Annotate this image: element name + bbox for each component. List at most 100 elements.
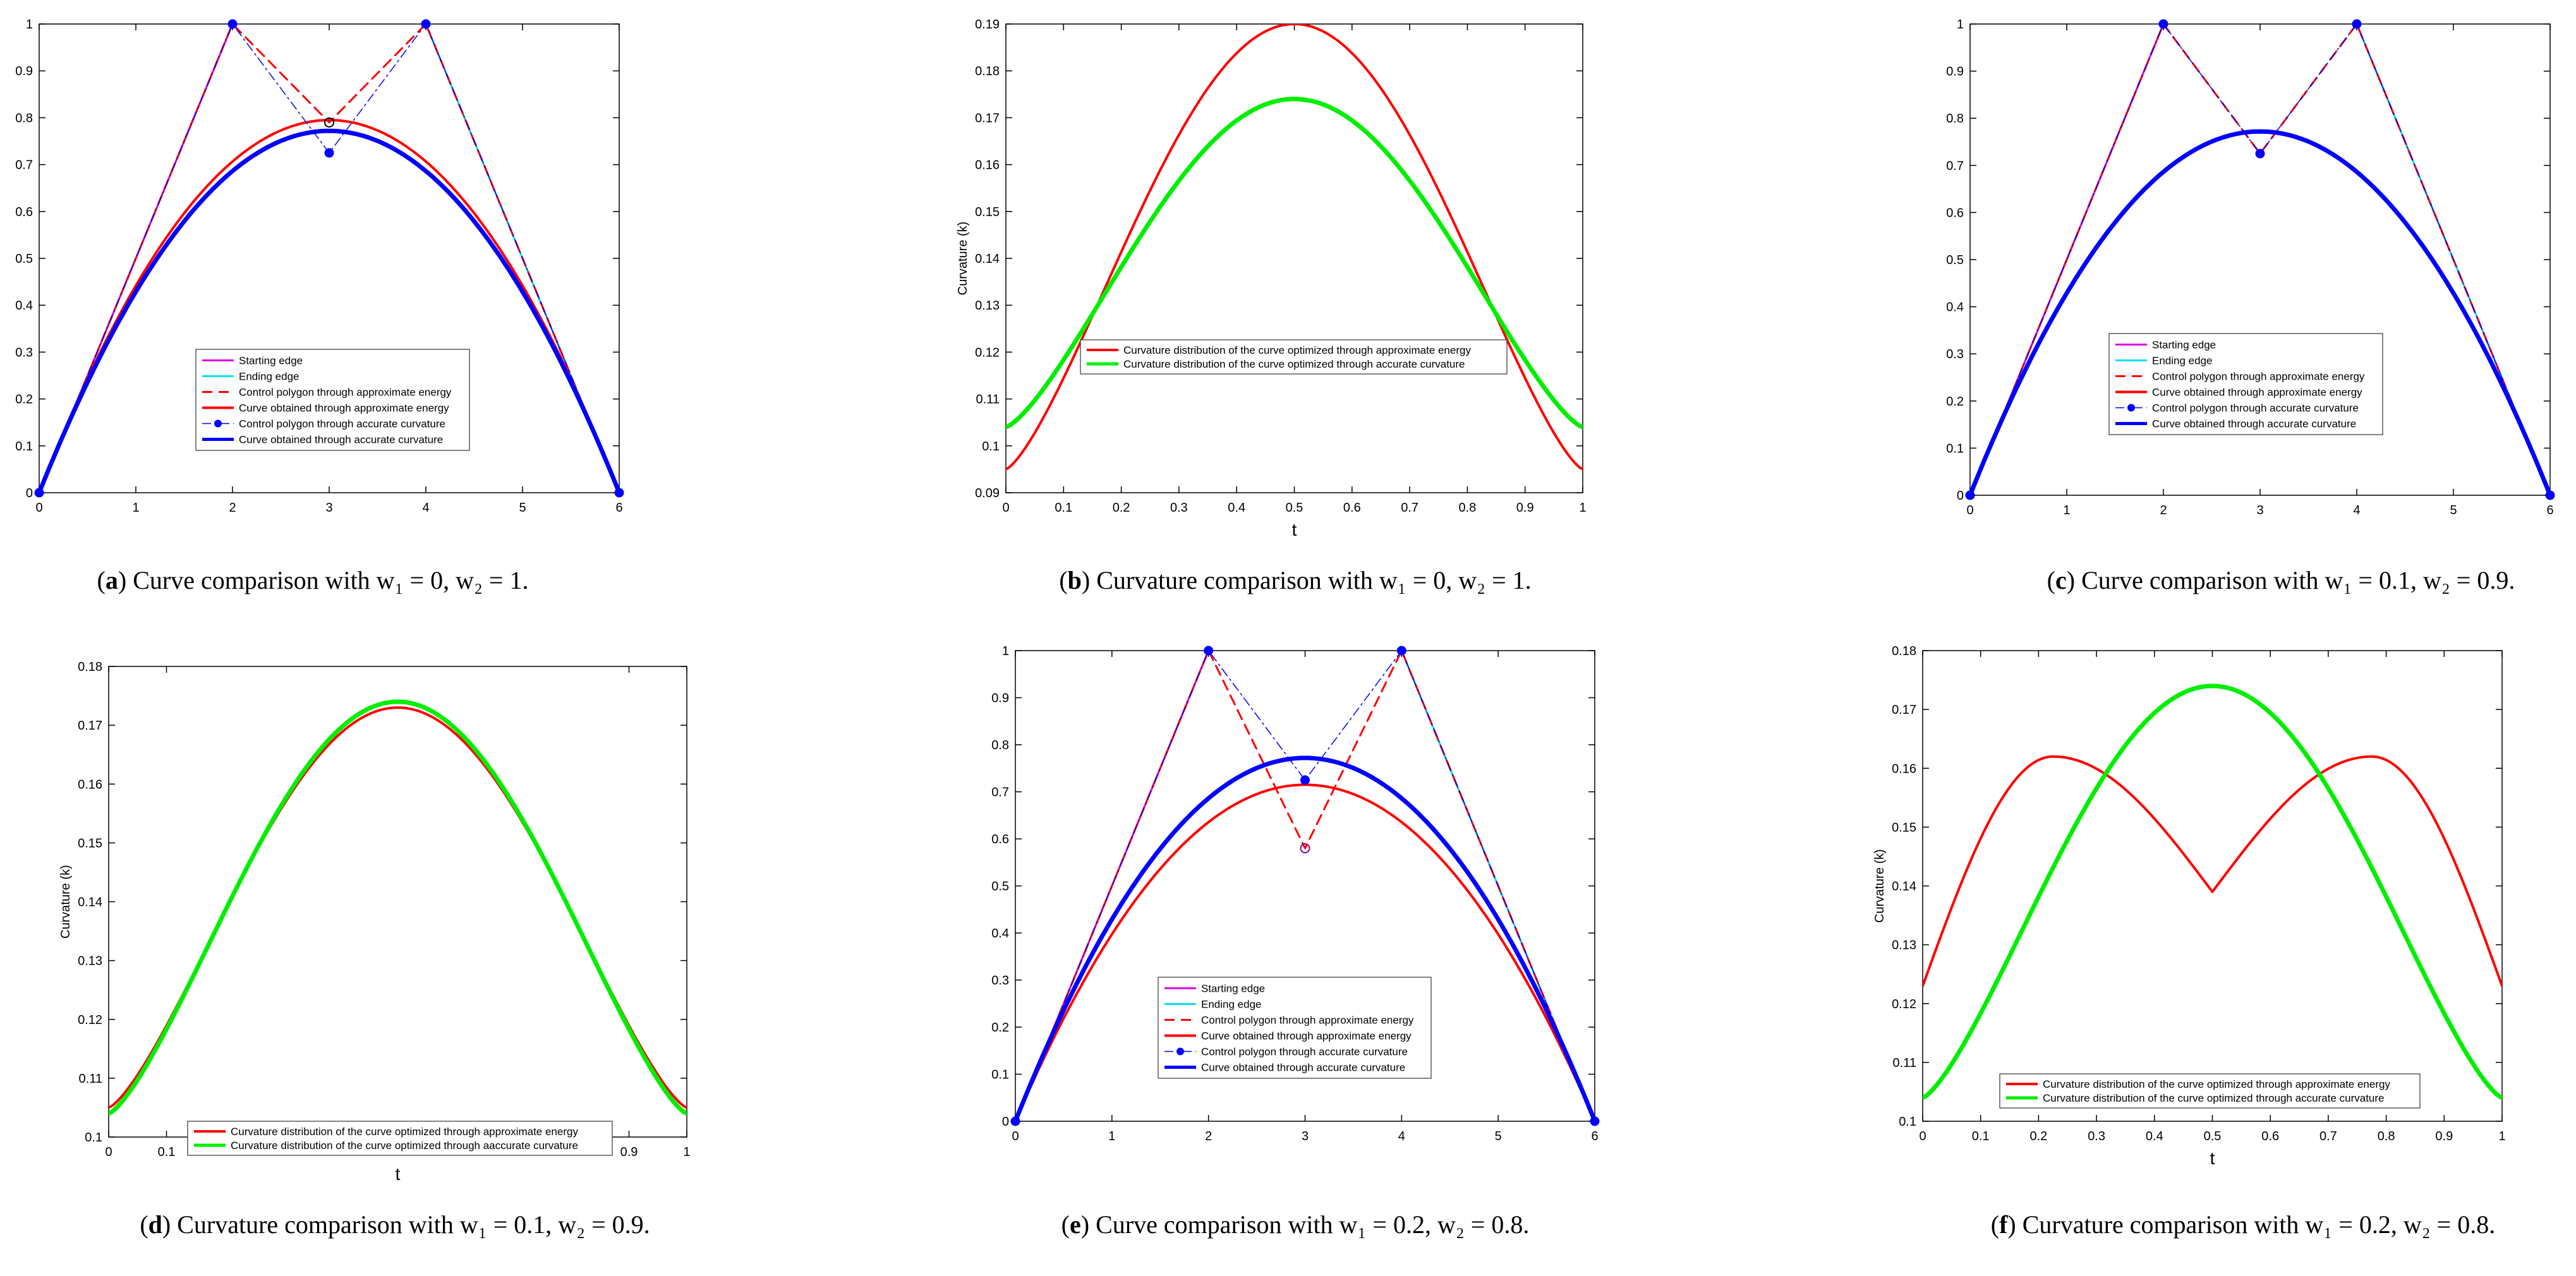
y-tick-label: 0.18 [1892,644,1916,658]
y-tick-label: 0.18 [975,64,1000,78]
x-tick-label: 1 [1579,501,1586,515]
series-line [1970,24,2550,495]
y-tick-label: 0.8 [15,111,33,125]
y-tick-label: 0.17 [975,111,1000,125]
y-tick-label: 0.9 [1946,65,1964,79]
y-tick-label: 0 [26,486,33,500]
caption-text: Curve comparison with w₁ = 0.1, w₂ = 0.9… [2081,566,2515,594]
y-tick-label: 0.1 [991,1068,1009,1082]
y-tick-label: 0.16 [78,778,102,791]
y-tick-label: 0.17 [1892,703,1916,717]
x-tick-label: 4 [1398,1129,1405,1143]
x-tick-label: 0 [35,501,42,515]
y-tick-label: 0.1 [982,440,1000,454]
x-tick-label: 0 [1002,501,1009,515]
y-tick-label: 0.3 [15,346,33,359]
legend-label: Control polygon through accurate curvatu… [2152,402,2359,414]
data-point [1966,491,1974,499]
x-axis-label: t [2210,1148,2215,1168]
x-tick-label: 0.6 [1343,501,1361,515]
legend-marker [1176,1047,1184,1056]
y-tick-label: 0.5 [1946,253,1964,267]
legend-label: Control polygon through approximate ener… [2152,371,2365,383]
data-point [2546,491,2554,499]
caption-text: Curvature comparison with w₁ = 0.2, w₂ =… [2022,1210,2496,1239]
series-line [1015,651,1595,1121]
x-tick-label: 3 [1302,1129,1309,1143]
y-tick-label: 0.7 [1946,159,1964,173]
legend-label: Control polygon through accurate curvatu… [1201,1046,1408,1058]
legend-label: Curvature distribution of the curve opti… [1123,344,1471,356]
x-tick-label: 0 [1919,1129,1926,1143]
chart-panel-c: 0 1 2 3 4 5 6 0 0.1 0.2 0.3 0.4 0.5 0.6 0.7 0.8 0.9 1 Star… [1946,18,2555,517]
caption-label: c [2055,566,2067,594]
y-tick-label: 0.14 [78,896,102,910]
y-tick-label: 0.2 [15,393,33,407]
legend-label: Curvature distribution of the curve opti… [231,1126,578,1138]
data-point [1300,775,1310,785]
x-tick-label: 5 [519,501,526,515]
y-tick-label: 0.14 [1892,880,1916,894]
data-point [1204,646,1214,656]
caption-label: f [1999,1210,2008,1239]
y-tick-label: 1 [1957,18,1964,32]
y-tick-label: 0.1 [85,1131,102,1145]
y-tick-label: 1 [1002,644,1009,658]
x-tick-label: 0.7 [2319,1129,2337,1143]
x-tick-label: 0.1 [1972,1129,1990,1143]
series-layer [39,24,619,493]
legend-label: Curve obtained through approximate energ… [1201,1030,1412,1042]
y-tick-label: 0 [1002,1115,1009,1129]
data-point [324,148,334,158]
y-tick-label: 0 [1957,489,1964,503]
legend-label: Curve obtained through approximate energ… [2152,387,2362,399]
legend: Curvature distribution of the curve opti… [1080,339,1508,375]
legend-box [187,1121,613,1156]
x-tick-label: 0.1 [158,1145,176,1159]
chart-panel-d: 0 0.1 0.9 10.10.110.120.130.140.150.160.170… [59,660,691,1184]
legend-label: Curvature distribution of the curve opti… [231,1140,578,1152]
x-tick-label: 0.9 [620,1145,638,1159]
x-tick-label: 1 [132,501,139,515]
y-tick-label: 0.7 [991,786,1009,800]
caption-label: e [1069,1210,1081,1239]
x-tick-label: 2 [2160,503,2167,517]
x-tick-label: 0 [105,1145,112,1159]
caption-label: a [105,566,118,594]
legend-label: Curvature distribution of the curve opti… [2043,1078,2390,1090]
series-line [1970,129,2550,495]
series-line [1923,683,2502,1100]
data-point [1300,843,1310,853]
x-axis-label: t [1292,520,1297,539]
plot-area [108,666,687,1138]
y-tick-label: 0.19 [975,18,1000,32]
legend-label: Ending edge [2152,355,2212,367]
y-tick-label: 0.13 [1892,939,1916,953]
legend-box [1080,339,1508,375]
legend-label: Curve obtained through accurate curvatur… [239,434,443,446]
chart-panel-e: 0 1 2 3 4 5 6 0 0.1 0.2 0.3 0.4 0.5 0.6 0.7 0.8 0.9 1 Star… [991,644,1600,1143]
data-point [2255,148,2265,159]
legend-marker [2127,404,2135,412]
y-tick-label: 0.6 [991,833,1009,846]
y-tick-label: 0.18 [78,660,102,674]
x-tick-label: 1 [2063,503,2070,517]
series-layer [109,699,687,1116]
data-point [1591,1117,1599,1125]
series-layer [1970,24,2550,495]
series-line [109,706,687,1109]
y-tick-label: 0.16 [1892,762,1916,776]
y-tick-label: 0.8 [991,738,1009,752]
x-tick-label: 0.4 [2146,1129,2163,1143]
series-line [1006,97,1583,430]
x-tick-label: 6 [2546,503,2553,517]
plot-area [1005,23,1583,493]
y-tick-label: 0.09 [975,486,1000,500]
y-tick-label: 0.1 [1946,442,1964,455]
plot-area [1922,650,2503,1122]
x-tick-label: 5 [1495,1129,1502,1143]
data-point [35,489,43,497]
legend-box [2108,333,2383,435]
y-axis-label: Curvature (k) [1873,849,1887,923]
